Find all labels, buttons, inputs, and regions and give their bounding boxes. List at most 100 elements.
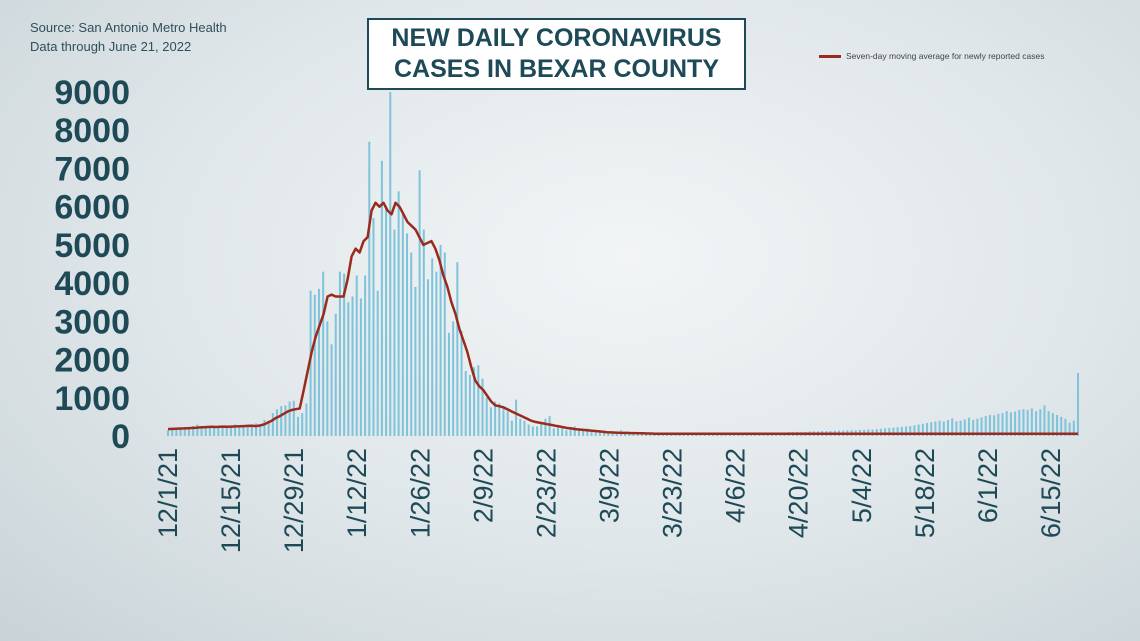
daily-case-bar xyxy=(900,426,903,436)
x-tick-label: 5/4/22 xyxy=(847,448,877,523)
x-tick-label: 3/9/22 xyxy=(595,448,625,523)
x-axis: 12/1/21 12/15/21 12/29/21 1/12/22 1/26/22 2/9… xyxy=(153,448,1066,553)
daily-case-bar xyxy=(502,407,505,436)
daily-case-bar xyxy=(414,286,417,436)
daily-case-bar xyxy=(552,428,555,436)
daily-case-bar xyxy=(1014,411,1017,436)
daily-case-bar xyxy=(1051,413,1054,436)
daily-case-bar xyxy=(515,399,518,436)
daily-case-bar xyxy=(972,419,975,436)
legend: Seven-day moving average for newly repor… xyxy=(819,51,1044,61)
daily-case-bar xyxy=(884,428,887,436)
daily-case-bar xyxy=(468,374,471,436)
daily-case-bar xyxy=(594,432,597,436)
daily-case-bar xyxy=(603,432,606,436)
y-tick-label: 8000 xyxy=(54,112,130,150)
daily-case-bar xyxy=(561,426,564,436)
daily-case-bar xyxy=(259,426,262,436)
daily-case-bar xyxy=(1056,414,1059,436)
daily-case-bar xyxy=(1009,412,1012,436)
daily-case-bar xyxy=(326,321,329,436)
daily-case-bar xyxy=(364,275,367,436)
daily-case-bar xyxy=(993,415,996,436)
daily-case-bar xyxy=(1030,408,1033,436)
daily-case-bar xyxy=(255,423,258,436)
y-tick-label: 9000 xyxy=(54,74,130,112)
daily-case-bar xyxy=(213,426,216,436)
y-tick-label: 1000 xyxy=(54,380,130,418)
daily-case-bar xyxy=(246,425,249,436)
source-note: Source: San Antonio Metro Health Data th… xyxy=(30,18,227,56)
daily-case-bar xyxy=(980,417,983,436)
daily-case-bar xyxy=(431,258,434,436)
daily-case-bar xyxy=(234,424,237,436)
daily-case-bar xyxy=(540,422,543,436)
daily-case-bar xyxy=(284,405,287,436)
daily-case-bar xyxy=(347,302,350,436)
daily-case-bar xyxy=(389,92,392,436)
daily-case-bar xyxy=(707,434,710,436)
daily-case-bar xyxy=(674,434,677,436)
daily-case-bar xyxy=(263,419,266,436)
daily-case-bar xyxy=(598,430,601,436)
daily-case-bar xyxy=(1068,422,1071,436)
daily-case-bar xyxy=(297,416,299,436)
y-tick-label: 5000 xyxy=(54,227,130,265)
title-line-2: CASES IN BEXAR COUNTY xyxy=(393,55,720,83)
daily-case-bar xyxy=(565,430,568,436)
daily-case-bar xyxy=(443,252,446,436)
daily-case-bar xyxy=(590,430,593,436)
x-tick-label: 2/23/22 xyxy=(531,448,561,538)
daily-case-bar xyxy=(1060,416,1063,436)
daily-case-bar xyxy=(733,434,736,436)
daily-case-bar xyxy=(1001,413,1004,436)
daily-case-bar xyxy=(250,424,253,436)
daily-case-bar xyxy=(888,427,891,436)
daily-case-bar xyxy=(330,344,333,436)
x-tick-label: 2/9/22 xyxy=(468,448,498,523)
daily-case-bar xyxy=(577,430,580,436)
daily-case-bar xyxy=(921,423,924,436)
daily-case-bar xyxy=(460,330,463,436)
daily-case-bar xyxy=(963,419,966,436)
daily-case-bar xyxy=(879,428,882,436)
y-tick-label: 6000 xyxy=(54,189,130,227)
daily-case-bar xyxy=(519,418,522,436)
daily-case-bar xyxy=(322,271,325,436)
daily-case-bar xyxy=(1022,409,1025,436)
daily-case-bar xyxy=(393,229,396,436)
daily-case-bar xyxy=(208,427,211,436)
x-tick-label: 1/12/22 xyxy=(342,448,372,538)
daily-case-bar xyxy=(380,160,383,437)
daily-case-bar xyxy=(292,400,295,436)
daily-case-bar xyxy=(1072,420,1075,436)
legend-line-swatch xyxy=(819,54,841,58)
daily-case-bar xyxy=(338,271,341,436)
daily-case-bar xyxy=(175,429,178,436)
daily-case-bar xyxy=(271,413,274,436)
daily-case-bar xyxy=(477,365,480,436)
x-tick-label: 4/6/22 xyxy=(721,448,751,523)
daily-case-bar xyxy=(988,414,991,436)
daily-case-bar xyxy=(410,252,413,436)
daily-case-bar xyxy=(649,433,652,436)
daily-case-bar xyxy=(955,421,958,436)
daily-case-bar xyxy=(179,428,182,436)
daily-case-bar xyxy=(670,434,673,436)
daily-case-bar xyxy=(447,332,450,436)
daily-case-bar xyxy=(1064,418,1067,436)
daily-case-bar xyxy=(225,426,228,436)
daily-case-bar xyxy=(334,313,337,436)
daily-case-bar xyxy=(485,397,488,436)
daily-case-bar xyxy=(917,424,920,436)
y-tick-label: 7000 xyxy=(54,150,130,188)
y-tick-label: 4000 xyxy=(54,265,130,303)
daily-case-bar xyxy=(242,426,245,436)
daily-case-bar xyxy=(192,426,195,436)
data-through-line: Data through June 21, 2022 xyxy=(30,39,192,54)
x-tick-label: 6/1/22 xyxy=(973,448,1003,523)
daily-case-bar xyxy=(896,427,899,436)
daily-case-bar xyxy=(653,434,656,436)
daily-case-bar xyxy=(947,419,949,436)
